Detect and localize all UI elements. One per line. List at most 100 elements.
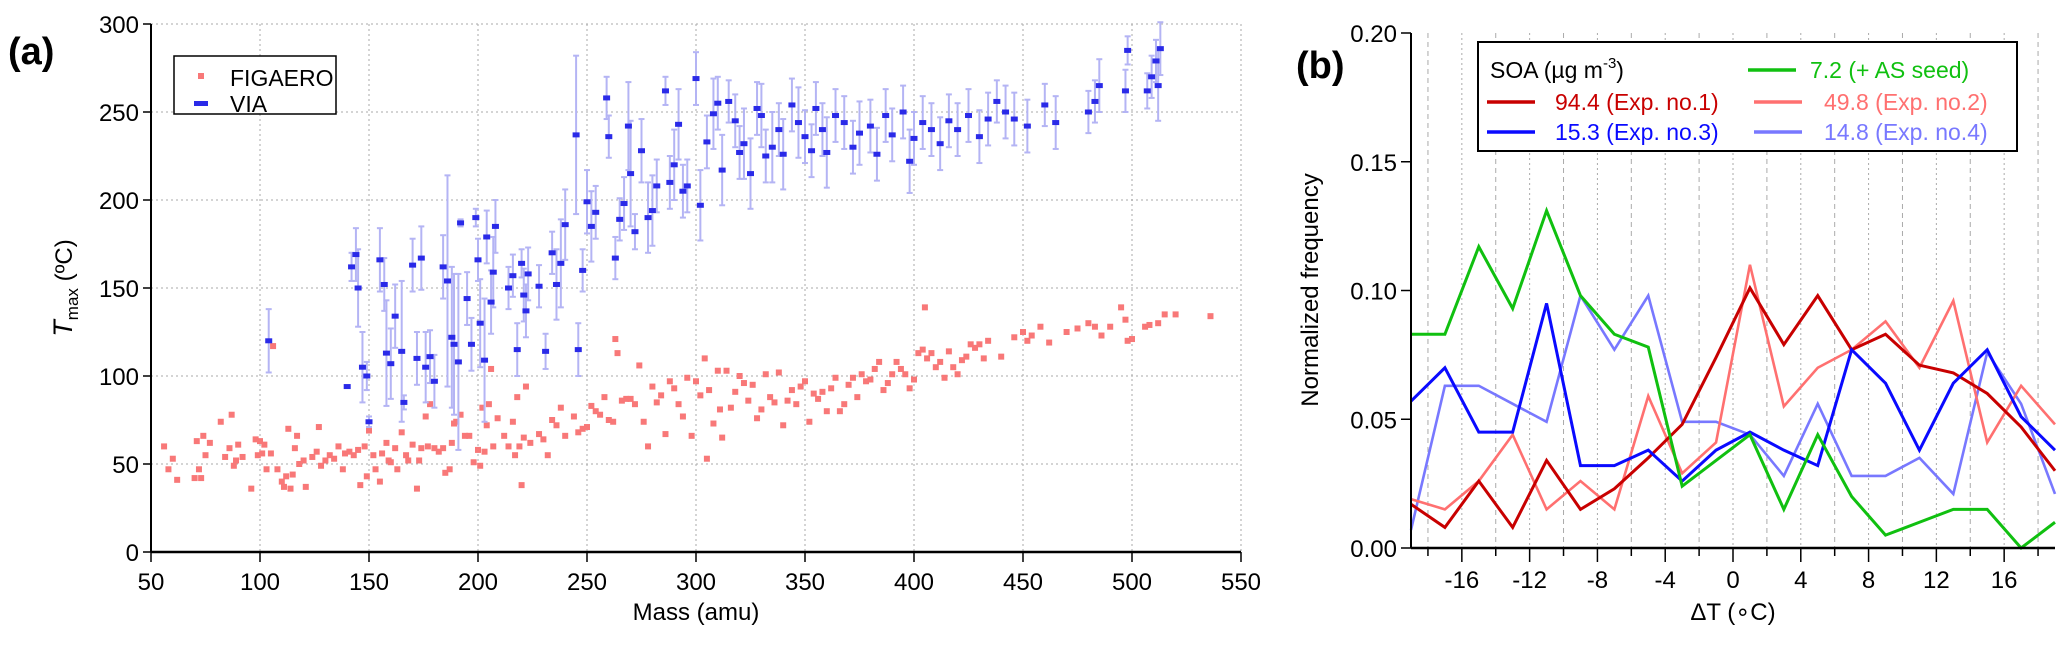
figaero-point — [998, 353, 1005, 360]
via-point — [380, 281, 388, 287]
via-point — [509, 273, 517, 279]
via-point — [731, 118, 739, 124]
via-point — [910, 135, 918, 141]
via-point — [1124, 47, 1132, 53]
figaero-point — [937, 358, 944, 365]
figaero-point — [230, 462, 237, 469]
figaero-point — [274, 466, 281, 473]
figaero-point — [195, 466, 202, 473]
panel-b-legend: SOA (µg m-3) 7.2 (+ AS seed) 94.4 (Exp. n… — [1477, 41, 2018, 152]
via-point — [757, 113, 765, 119]
y-label-sub: max — [63, 288, 82, 321]
via-point — [873, 151, 881, 157]
x-tick-label: 550 — [1221, 569, 1261, 596]
figaero-point — [235, 441, 242, 448]
via-point — [927, 127, 935, 133]
figaero-point — [579, 425, 586, 432]
via-point — [840, 120, 848, 126]
figaero-point — [252, 436, 259, 443]
figaero-point — [740, 380, 747, 387]
figaero-point — [431, 445, 438, 452]
via-point — [788, 102, 796, 108]
figaero-point — [1091, 323, 1098, 330]
via-point — [1041, 102, 1049, 108]
figaero-point — [780, 422, 787, 429]
figaero-point — [488, 365, 495, 372]
figaero-point — [924, 355, 931, 362]
figaero-point — [1142, 323, 1149, 330]
figaero-point — [876, 358, 883, 365]
via-point — [422, 364, 430, 370]
figaero-point — [222, 453, 229, 460]
figaero-point — [278, 478, 285, 485]
figaero-point — [280, 483, 287, 490]
figaero-point — [706, 387, 713, 394]
figaero-point — [366, 427, 372, 434]
via-point — [448, 334, 456, 340]
figaero-point — [645, 443, 652, 450]
figaero-point — [483, 422, 490, 429]
via-point — [430, 378, 438, 384]
figaero-point — [745, 397, 752, 404]
via-point — [762, 153, 770, 159]
figaero-point — [921, 304, 928, 311]
figaero-point — [889, 371, 896, 378]
figaero-point — [1172, 311, 1179, 318]
figaero-point — [544, 452, 551, 459]
figaero-point — [1024, 337, 1031, 344]
figaero-point — [200, 432, 207, 439]
figaero-point — [193, 438, 200, 445]
x-tick-label: 300 — [676, 569, 716, 596]
figaero-point — [985, 337, 992, 344]
figaero-point — [584, 424, 590, 431]
via-point — [426, 354, 434, 360]
via-point — [491, 223, 499, 229]
figaero-point — [446, 466, 453, 473]
figaero-point — [771, 399, 778, 406]
figaero-point — [575, 429, 582, 436]
figaero-point — [318, 462, 325, 469]
figaero-point — [427, 401, 434, 408]
panel-a-ticks: 50 100 150 200 250 300 350 400 450 500 55005010015… — [99, 12, 1261, 596]
figaero-point — [259, 450, 266, 457]
figaero-point — [520, 434, 527, 441]
via-point — [718, 167, 726, 173]
figaero-point — [302, 483, 309, 490]
via-point — [866, 123, 874, 129]
via-point — [348, 264, 356, 270]
figaero-point — [653, 399, 660, 406]
via-point — [768, 144, 776, 150]
legend-box — [1477, 41, 2018, 152]
figaero-point — [854, 394, 861, 401]
y-tick-label: 0.15 — [1350, 150, 1397, 177]
figaero-point — [802, 378, 808, 385]
figaero-point — [363, 473, 370, 480]
x-tick-label: -12 — [1512, 567, 1547, 594]
via-point — [670, 162, 678, 168]
via-point — [936, 141, 944, 147]
figaero-point — [309, 453, 316, 460]
figaero-point — [191, 475, 198, 482]
via-point — [984, 116, 992, 122]
via-point — [779, 151, 787, 157]
figaero-point — [958, 357, 965, 364]
figaero-point — [841, 401, 848, 408]
via-point — [552, 281, 560, 287]
y-tick-label: 0.10 — [1350, 279, 1397, 306]
figaero-point — [398, 429, 405, 436]
figaero-point — [932, 364, 939, 371]
figaero-point — [911, 376, 917, 383]
figaero-point — [335, 443, 342, 450]
figaero-point — [723, 367, 730, 374]
x-tick-label: 400 — [894, 569, 934, 596]
figaero-point — [457, 411, 464, 418]
figaero-point — [767, 394, 774, 401]
figaero-point — [684, 374, 691, 381]
figaero-point — [597, 411, 604, 418]
figaero-point — [605, 417, 612, 423]
x-tick-label: 0 — [1726, 567, 1739, 594]
figaero-point — [342, 450, 349, 457]
via-point — [474, 257, 482, 263]
figaero-point — [403, 452, 410, 459]
figaero-point — [291, 445, 298, 452]
